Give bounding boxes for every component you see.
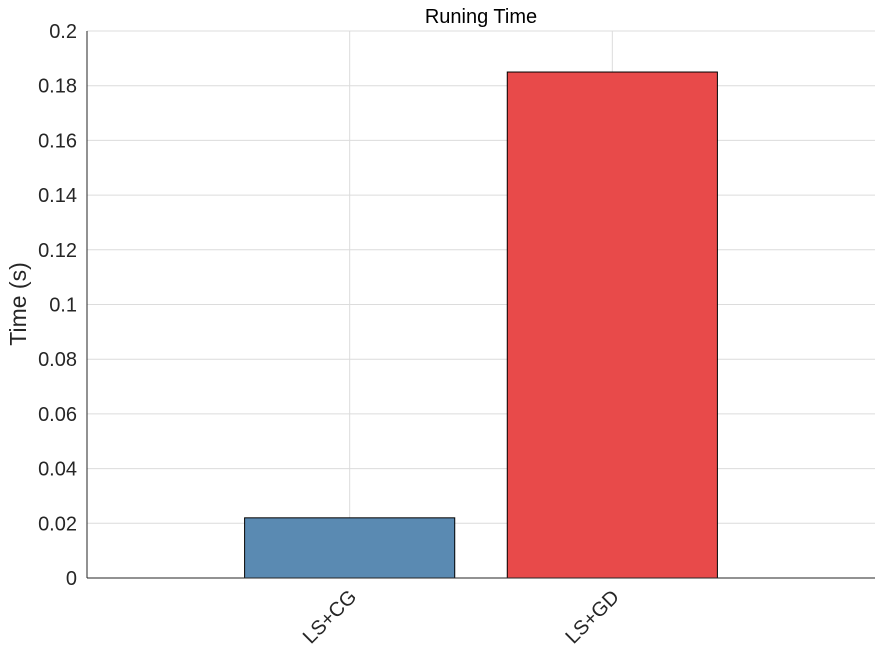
y-tick-label: 0.08 (38, 349, 77, 371)
y-tick-label: 0.14 (38, 185, 77, 207)
y-tick-label: 0.12 (38, 240, 77, 262)
bars (244, 71, 718, 579)
grid-lines (87, 30, 875, 578)
x-tick-label: LS+CG (299, 586, 361, 648)
y-tick-label: 0.2 (49, 21, 77, 43)
y-tick-label: 0.18 (38, 76, 77, 98)
bar-ls-cg (244, 517, 456, 579)
y-axis-label: Time (s) (5, 262, 31, 345)
x-tick-label: LS+GD (562, 586, 624, 648)
y-tick-label: 0.16 (38, 130, 77, 152)
chart-title: Runing Time (425, 6, 537, 28)
y-tick-label: 0.02 (38, 513, 77, 535)
y-tick-labels: 0 0.02 0.04 0.06 0.08 0.1 0.12 0.14 0.16 0.18 0.2 (38, 21, 77, 590)
y-tick-label: 0 (66, 568, 77, 590)
x-tick-labels: LS+CG LS+GD (299, 586, 624, 648)
y-tick-label: 0.06 (38, 404, 77, 426)
bar-ls-gd (506, 71, 718, 579)
y-tick-label: 0.04 (38, 459, 77, 481)
y-tick-label: 0.1 (49, 295, 77, 317)
